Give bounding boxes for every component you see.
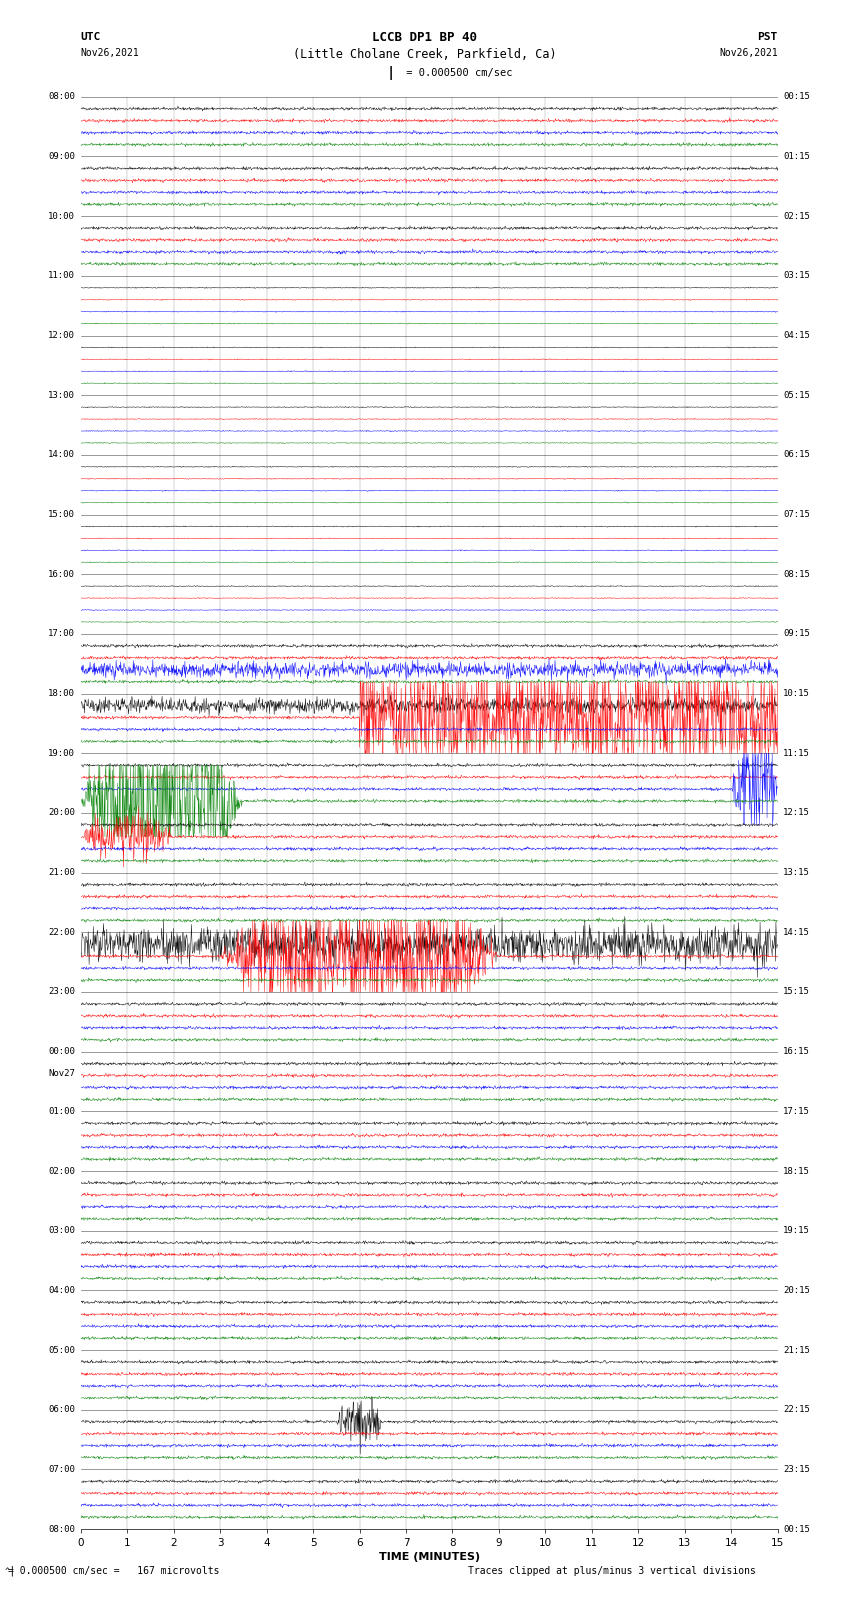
Text: 19:00: 19:00 [48, 748, 75, 758]
Text: 05:00: 05:00 [48, 1345, 75, 1355]
Text: 23:00: 23:00 [48, 987, 75, 997]
Text: 09:00: 09:00 [48, 152, 75, 161]
Text: 12:00: 12:00 [48, 331, 75, 340]
Text: 21:00: 21:00 [48, 868, 75, 877]
Text: 20:00: 20:00 [48, 808, 75, 818]
Text: 10:00: 10:00 [48, 211, 75, 221]
Text: 22:00: 22:00 [48, 927, 75, 937]
Text: 04:15: 04:15 [784, 331, 810, 340]
Text: Nov27: Nov27 [48, 1069, 75, 1077]
Text: 08:00: 08:00 [48, 1524, 75, 1534]
Text: 01:00: 01:00 [48, 1107, 75, 1116]
Text: UTC: UTC [81, 32, 101, 42]
Text: |: | [387, 66, 395, 79]
Text: 02:15: 02:15 [784, 211, 810, 221]
Text: 08:00: 08:00 [48, 92, 75, 102]
Text: 15:00: 15:00 [48, 510, 75, 519]
X-axis label: TIME (MINUTES): TIME (MINUTES) [379, 1552, 479, 1563]
Text: 15:15: 15:15 [784, 987, 810, 997]
Text: ^: ^ [4, 1566, 9, 1576]
Text: 07:15: 07:15 [784, 510, 810, 519]
Text: 17:00: 17:00 [48, 629, 75, 639]
Text: (Little Cholane Creek, Parkfield, Ca): (Little Cholane Creek, Parkfield, Ca) [293, 48, 557, 61]
Text: |: | [8, 1566, 15, 1576]
Text: 00:15: 00:15 [784, 92, 810, 102]
Text: 11:15: 11:15 [784, 748, 810, 758]
Text: 16:00: 16:00 [48, 569, 75, 579]
Text: = 0.000500 cm/sec: = 0.000500 cm/sec [400, 68, 512, 77]
Text: 02:00: 02:00 [48, 1166, 75, 1176]
Text: 04:00: 04:00 [48, 1286, 75, 1295]
Text: 22:15: 22:15 [784, 1405, 810, 1415]
Text: LCCB DP1 BP 40: LCCB DP1 BP 40 [372, 31, 478, 44]
Text: 18:15: 18:15 [784, 1166, 810, 1176]
Text: 18:00: 18:00 [48, 689, 75, 698]
Text: 00:15: 00:15 [784, 1524, 810, 1534]
Text: 09:15: 09:15 [784, 629, 810, 639]
Text: 06:00: 06:00 [48, 1405, 75, 1415]
Text: PST: PST [757, 32, 778, 42]
Text: 08:15: 08:15 [784, 569, 810, 579]
Text: 19:15: 19:15 [784, 1226, 810, 1236]
Text: 06:15: 06:15 [784, 450, 810, 460]
Text: 12:15: 12:15 [784, 808, 810, 818]
Text: 14:15: 14:15 [784, 927, 810, 937]
Text: 05:15: 05:15 [784, 390, 810, 400]
Text: 14:00: 14:00 [48, 450, 75, 460]
Text: Nov26,2021: Nov26,2021 [719, 48, 778, 58]
Text: Traces clipped at plus/minus 3 vertical divisions: Traces clipped at plus/minus 3 vertical … [468, 1566, 756, 1576]
Text: 13:00: 13:00 [48, 390, 75, 400]
Text: 10:15: 10:15 [784, 689, 810, 698]
Text: 03:15: 03:15 [784, 271, 810, 281]
Text: 20:15: 20:15 [784, 1286, 810, 1295]
Text: 07:00: 07:00 [48, 1465, 75, 1474]
Text: 11:00: 11:00 [48, 271, 75, 281]
Text: 03:00: 03:00 [48, 1226, 75, 1236]
Text: 01:15: 01:15 [784, 152, 810, 161]
Text: Nov26,2021: Nov26,2021 [81, 48, 139, 58]
Text: 17:15: 17:15 [784, 1107, 810, 1116]
Text: 00:00: 00:00 [48, 1047, 75, 1057]
Text: 21:15: 21:15 [784, 1345, 810, 1355]
Text: 13:15: 13:15 [784, 868, 810, 877]
Text: 16:15: 16:15 [784, 1047, 810, 1057]
Text: = 0.000500 cm/sec =   167 microvolts: = 0.000500 cm/sec = 167 microvolts [8, 1566, 220, 1576]
Text: 23:15: 23:15 [784, 1465, 810, 1474]
